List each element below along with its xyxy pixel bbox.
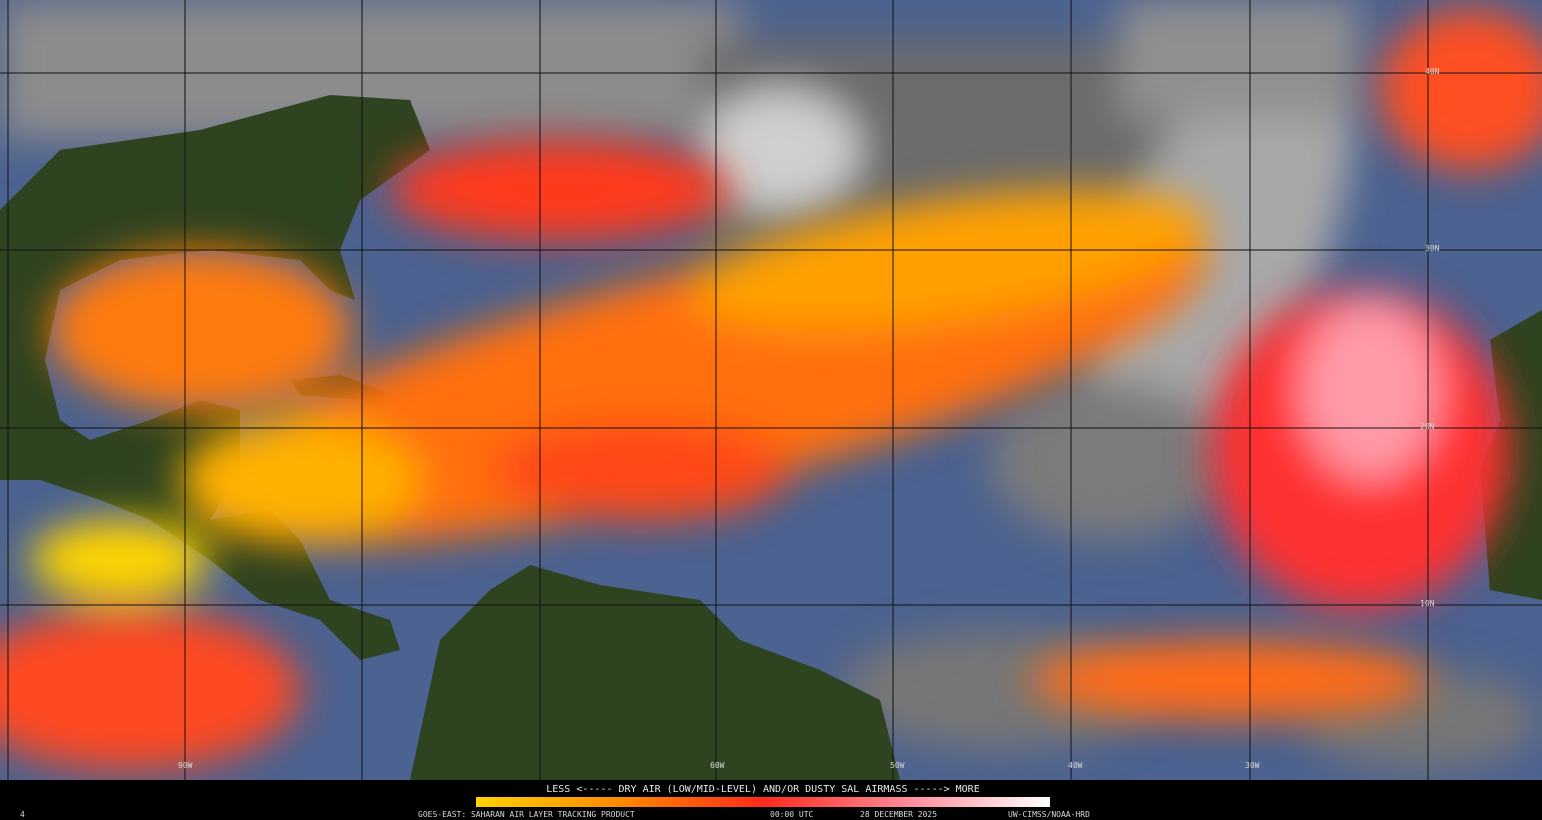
grid bbox=[0, 0, 1542, 780]
lat-label: 10N bbox=[1420, 599, 1435, 608]
credit: UW-CIMSS/NOAA-HRD bbox=[1008, 810, 1090, 819]
date: 28 DECEMBER 2025 bbox=[860, 810, 937, 819]
lon-label: 50W bbox=[890, 761, 905, 770]
colorbar-caption: LESS <----- DRY AIR (LOW/MID-LEVEL) AND/… bbox=[546, 784, 979, 795]
lon-label: 30W bbox=[1245, 761, 1260, 770]
lon-label: 60W bbox=[710, 761, 725, 770]
lon-label: 40W bbox=[1068, 761, 1083, 770]
time: 00:00 UTC bbox=[770, 810, 814, 819]
lon-label: 90W bbox=[178, 761, 193, 770]
dust-plume bbox=[0, 10, 1542, 770]
lat-label: 40N bbox=[1425, 67, 1440, 76]
frame-number: 4 bbox=[20, 810, 25, 819]
lat-label: 30N bbox=[1425, 244, 1440, 253]
lat-label: 20N bbox=[1420, 422, 1435, 431]
imagery: 40N 30N 20N 10N 90W 60W 50W 40W 30W bbox=[0, 0, 1542, 780]
colorbar bbox=[476, 797, 1050, 807]
product-name: GOES-EAST: SAHARAN AIR LAYER TRACKING PR… bbox=[418, 810, 635, 819]
clouds bbox=[0, 0, 1540, 770]
